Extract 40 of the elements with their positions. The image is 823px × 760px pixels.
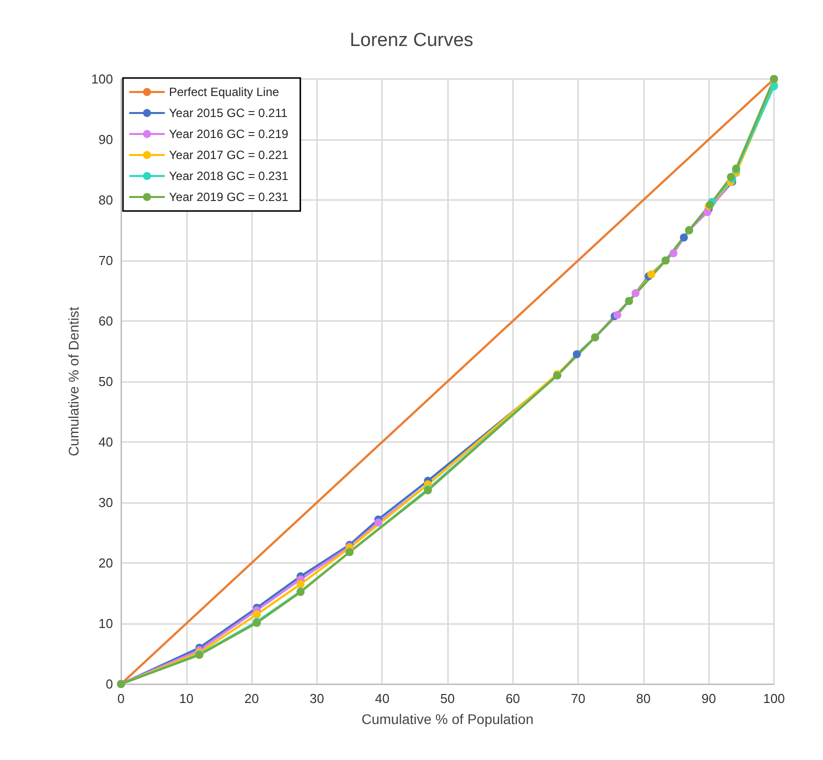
legend-label: Year 2019 GC = 0.231 — [169, 190, 289, 204]
x-tick-label: 100 — [763, 691, 785, 706]
point — [613, 310, 622, 319]
x-tick-label: 30 — [310, 691, 324, 706]
point — [632, 289, 640, 298]
x-tick-label: 10 — [179, 691, 194, 706]
x-tick-label: 40 — [374, 691, 390, 706]
y-tick-label: 90 — [98, 132, 113, 147]
point — [680, 234, 688, 242]
y-tick-label: 20 — [98, 556, 113, 570]
point — [252, 610, 261, 618]
x-tick-label: 50 — [440, 691, 455, 706]
x-tick-label: 70 — [570, 691, 586, 706]
y-tick-label: 70 — [98, 253, 113, 268]
y-tick-label: 0 — [106, 676, 113, 692]
legend-label: Year 2017 GC = 0.221 — [169, 148, 289, 162]
point — [647, 270, 656, 278]
legend-label: Year 2016 GC = 0.219 — [169, 127, 289, 141]
y-tick-label: 80 — [98, 192, 113, 208]
legend-label: Year 2015 GC = 0.211 — [169, 106, 288, 120]
legend-label: Year 2018 GC = 0.231 — [169, 169, 289, 183]
chart-title: Lorenz Curves — [350, 30, 474, 51]
point — [374, 518, 382, 526]
x-tick-label: 90 — [701, 691, 716, 706]
y-axis-title: Cumulative % of Dentist — [65, 306, 82, 456]
x-tick-label: 0 — [117, 691, 125, 706]
y-tick-label: 10 — [98, 616, 113, 631]
x-tick-label: 20 — [244, 691, 259, 706]
x-tick-label: 80 — [636, 691, 651, 706]
y-tick-label: 50 — [98, 374, 113, 389]
y-tick-label: 30 — [98, 495, 113, 510]
x-axis-title: Cumulative % of Population — [362, 711, 534, 727]
legend-label: Perfect Equality Line — [169, 85, 280, 99]
point — [669, 249, 678, 258]
y-tick-label: 60 — [98, 314, 113, 328]
x-tick-label: 60 — [506, 691, 520, 706]
point — [296, 580, 305, 588]
point — [572, 350, 581, 358]
y-tick-label: 40 — [98, 434, 113, 450]
y-tick-label: 100 — [91, 72, 113, 86]
